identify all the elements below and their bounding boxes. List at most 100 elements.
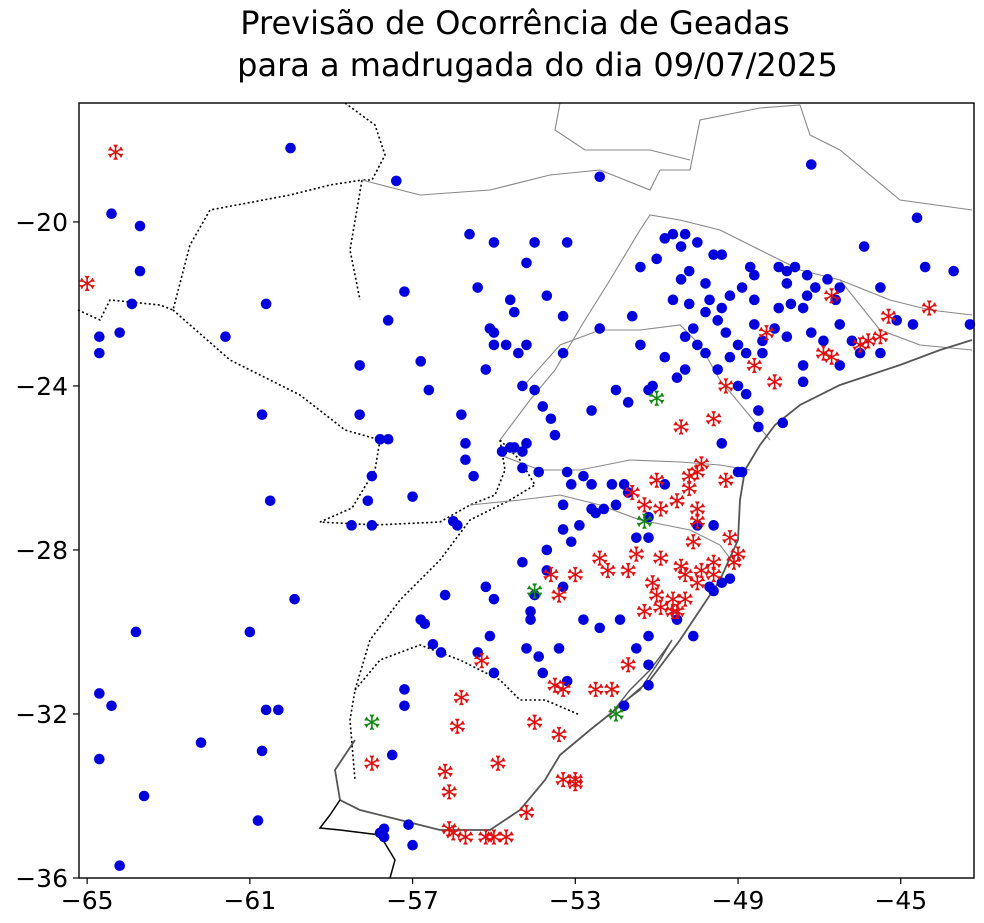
state-border-sp-pr bbox=[519, 324, 771, 441]
station-no-frost-marker bbox=[508, 306, 520, 318]
frost-snowflake-icon bbox=[746, 357, 762, 374]
frost-snowflake-icon bbox=[108, 144, 124, 161]
station-no-frost-marker bbox=[659, 351, 671, 363]
station-no-frost-marker bbox=[488, 667, 500, 679]
frost-snowflake-icon bbox=[567, 771, 583, 788]
station-no-frost-marker bbox=[626, 310, 638, 322]
station-no-frost-marker bbox=[781, 331, 793, 343]
station-no-frost-marker bbox=[289, 593, 300, 605]
station-no-frost-marker bbox=[488, 593, 500, 605]
border-paraguay-argentina bbox=[172, 309, 506, 526]
border-north-brazil-bolivia bbox=[344, 102, 386, 181]
station-no-frost-marker bbox=[671, 372, 683, 384]
border-argentina-brazil bbox=[349, 439, 537, 781]
station-no-frost-marker bbox=[618, 479, 630, 490]
station-no-frost-marker bbox=[354, 360, 366, 371]
station-no-frost-marker bbox=[643, 532, 654, 543]
station-no-frost-marker bbox=[264, 495, 276, 507]
x-tick-label: −61 bbox=[223, 886, 276, 915]
frost-snowflake-icon bbox=[649, 472, 665, 489]
station-no-frost-marker bbox=[134, 220, 146, 232]
station-no-frost-marker bbox=[858, 241, 870, 252]
station-no-frost-marker bbox=[643, 630, 654, 642]
station-no-frost-marker bbox=[631, 532, 642, 543]
station-no-frost-marker bbox=[456, 409, 467, 420]
station-no-frost-marker bbox=[712, 315, 724, 326]
x-axis: −65 −61 −57 −53 −49 −45 bbox=[61, 886, 927, 915]
station-no-frost-marker bbox=[594, 323, 606, 334]
frost-snowflake-icon bbox=[677, 591, 693, 608]
station-no-frost-marker bbox=[773, 261, 785, 273]
frost-snowflake-icon bbox=[567, 566, 583, 583]
station-no-frost-marker bbox=[423, 384, 435, 396]
station-no-frost-marker bbox=[94, 347, 105, 359]
station-no-frost-marker bbox=[114, 327, 125, 338]
station-no-frost-marker bbox=[561, 675, 573, 687]
station-no-frost-marker bbox=[724, 573, 736, 584]
station-no-frost-marker bbox=[875, 347, 886, 359]
y-tick-label: −32 bbox=[15, 700, 68, 729]
station-no-frost-marker bbox=[610, 384, 622, 396]
frost-snowflake-icon bbox=[458, 829, 473, 845]
station-no-frost-marker bbox=[854, 347, 866, 359]
station-no-frost-marker bbox=[399, 700, 410, 712]
station-no-frost-marker bbox=[907, 319, 919, 330]
frost-snowflake-icon bbox=[689, 574, 705, 591]
station-no-frost-marker bbox=[631, 643, 642, 654]
station-no-frost-marker bbox=[757, 347, 768, 359]
station-no-frost-marker bbox=[561, 237, 573, 248]
station-no-frost-marker bbox=[643, 679, 654, 691]
frost-snowflake-icon bbox=[860, 332, 876, 349]
station-no-frost-marker bbox=[801, 269, 813, 281]
frost-snowflake-icon bbox=[449, 718, 465, 735]
station-no-frost-marker bbox=[488, 327, 500, 338]
frost-snowflake-icon bbox=[718, 378, 734, 394]
map-title-line-2: para a madrugada do dia 09/07/2025 bbox=[237, 46, 838, 84]
x-tick-label: −57 bbox=[386, 886, 439, 915]
station-no-frost-marker bbox=[749, 269, 760, 281]
y-tick-label: −20 bbox=[15, 208, 68, 237]
station-no-frost-marker bbox=[472, 282, 483, 293]
station-no-frost-marker bbox=[374, 433, 386, 445]
frost-snowflake-icon bbox=[620, 562, 636, 579]
station-no-frost-marker bbox=[500, 339, 512, 351]
station-no-frost-marker bbox=[517, 462, 528, 474]
weak-frost-snowflake-icon bbox=[527, 583, 543, 599]
station-no-frost-marker bbox=[586, 503, 597, 515]
station-no-frost-marker bbox=[716, 438, 728, 449]
station-no-frost-marker bbox=[911, 212, 923, 224]
station-no-frost-marker bbox=[732, 339, 744, 351]
frost-snowflake-icon bbox=[620, 656, 636, 673]
frost-snowflake-icon bbox=[478, 829, 494, 845]
station-no-frost-marker bbox=[716, 302, 728, 314]
station-no-frost-marker bbox=[708, 520, 719, 531]
frost-snowflake-icon bbox=[441, 784, 457, 800]
station-no-frost-marker bbox=[427, 638, 439, 650]
coastline bbox=[334, 339, 973, 831]
state-border-sc-rs bbox=[469, 494, 736, 566]
station-no-frost-marker bbox=[452, 520, 463, 531]
station-no-frost-marker bbox=[891, 315, 903, 326]
station-no-frost-marker bbox=[667, 228, 679, 240]
station-no-frost-marker bbox=[496, 446, 508, 457]
y-tick-label: −24 bbox=[15, 372, 68, 401]
station-no-frost-marker bbox=[391, 175, 402, 187]
frost-snowflake-icon bbox=[759, 324, 774, 341]
station-no-frost-marker bbox=[533, 466, 545, 478]
station-no-frost-marker bbox=[594, 171, 606, 183]
frost-snowflake-icon bbox=[653, 550, 669, 567]
station-no-frost-marker bbox=[256, 409, 268, 420]
station-no-frost-marker bbox=[260, 704, 272, 716]
station-no-frost-marker bbox=[606, 479, 618, 490]
station-no-frost-marker bbox=[517, 556, 528, 568]
station-no-frost-marker bbox=[415, 356, 427, 367]
station-no-frost-marker bbox=[106, 700, 117, 712]
frost-snowflake-icon bbox=[555, 681, 571, 698]
frost-snowflake-icon bbox=[673, 419, 689, 435]
station-no-frost-marker bbox=[541, 544, 553, 556]
station-no-frost-marker bbox=[834, 319, 846, 330]
station-no-frost-marker bbox=[504, 442, 516, 453]
station-no-frost-marker bbox=[781, 265, 793, 277]
frost-snowflake-icon bbox=[637, 496, 652, 513]
frost-snowflake-icon bbox=[498, 829, 514, 845]
